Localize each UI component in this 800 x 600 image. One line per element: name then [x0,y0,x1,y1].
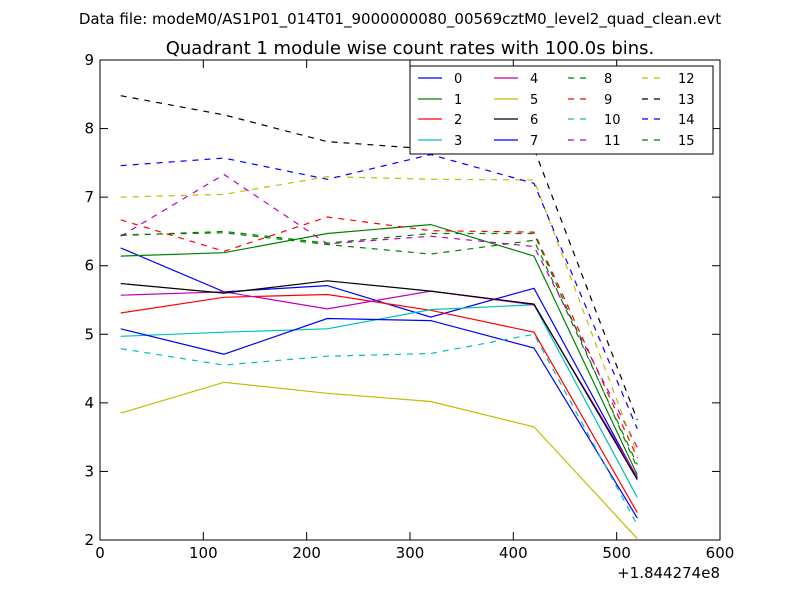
x-offset-label: +1.844274e8 [617,564,720,582]
y-tick-label: 3 [84,462,94,480]
legend-label-1: 1 [454,93,462,108]
series-line-6 [120,280,638,481]
y-tick-label: 9 [84,51,94,69]
series-line-8 [120,232,638,465]
legend-label-9: 9 [604,93,612,108]
y-tick-label: 4 [84,394,94,412]
series-line-14 [120,153,638,430]
series-line-15 [120,230,638,469]
legend-label-13: 13 [678,93,695,108]
legend-label-12: 12 [678,72,695,87]
x-tick-label: 100 [189,544,218,562]
legend-label-5: 5 [530,93,538,108]
legend-label-11: 11 [604,134,621,149]
legend-label-6: 6 [530,113,538,128]
series-line-5 [120,381,638,540]
y-tick-label: 6 [84,257,94,275]
plot-area [120,95,638,540]
legend-label-10: 10 [604,113,621,128]
series-line-9 [120,216,638,458]
x-tick-label: 300 [396,544,425,562]
x-tick-label: 0 [95,544,105,562]
series-line-1 [120,223,638,476]
series-line-13 [120,95,638,421]
legend-label-4: 4 [530,72,538,87]
x-tick-label: 400 [499,544,528,562]
y-tick-label: 2 [84,531,94,549]
x-tick-label: 200 [292,544,321,562]
legend-label-8: 8 [604,72,612,87]
series-line-2 [120,293,638,513]
series-line-12 [120,175,638,455]
y-tick-label: 7 [84,188,94,206]
legend-label-14: 14 [678,113,695,128]
series-line-10 [120,333,638,526]
x-tick-label: 500 [602,544,631,562]
y-tick-label: 8 [84,120,94,138]
legend-box [409,65,714,155]
y-tick-label: 5 [84,325,94,343]
legend-label-3: 3 [454,134,462,149]
figure-suptitle: Data file: modeM0/AS1P01_014T01_90000000… [79,10,721,29]
legend-label-0: 0 [454,72,462,87]
series-line-0 [120,247,638,479]
legend-label-2: 2 [454,113,462,128]
legend-label-7: 7 [530,134,538,149]
chart-title: Quadrant 1 module wise count rates with … [166,38,655,59]
series-line-11 [120,173,638,448]
legend-label-15: 15 [678,134,695,149]
x-tick-label: 600 [706,544,735,562]
series-line-7 [120,317,638,519]
